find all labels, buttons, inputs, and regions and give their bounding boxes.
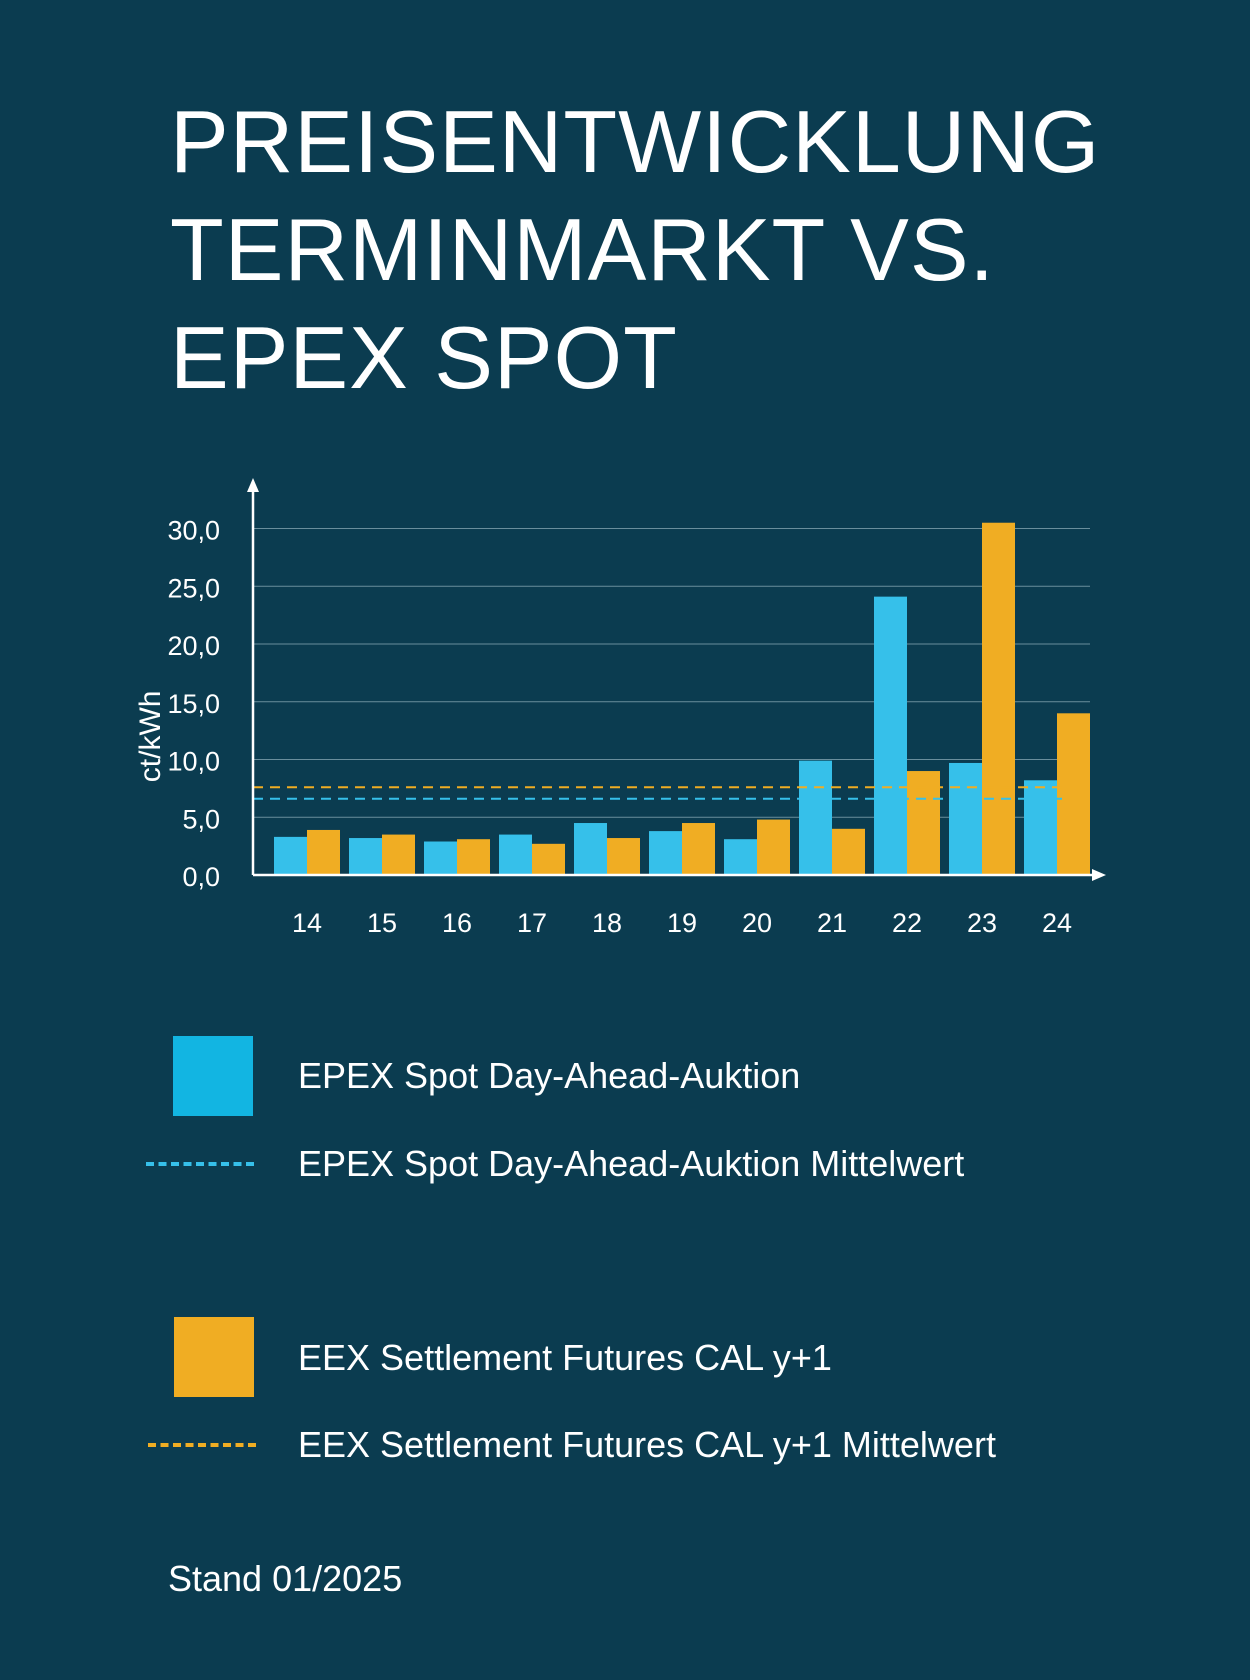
bar-eex-20 xyxy=(757,819,790,875)
title-line-1: PREISENTWICKLUNG xyxy=(170,92,1101,191)
x-tick-label: 23 xyxy=(967,908,997,938)
legend-swatch-eex xyxy=(174,1317,254,1397)
x-tick-label: 14 xyxy=(292,908,322,938)
bar-eex-16 xyxy=(457,839,490,875)
x-tick-label: 21 xyxy=(817,908,847,938)
bar-spot-24 xyxy=(1024,780,1057,875)
bar-spot-22 xyxy=(874,596,907,875)
footer-date: Stand 01/2025 xyxy=(168,1558,403,1599)
x-tick-label: 22 xyxy=(892,908,922,938)
bar-eex-18 xyxy=(607,838,640,875)
bar-spot-17 xyxy=(499,834,532,875)
legend-label-spot-mean: EPEX Spot Day-Ahead-Auktion Mittelwert xyxy=(298,1143,965,1184)
bar-spot-19 xyxy=(649,831,682,875)
y-tick-label: 25,0 xyxy=(167,573,220,603)
y-axis-label: ct/kWh xyxy=(134,691,167,783)
bar-eex-21 xyxy=(832,828,865,875)
bar-eex-15 xyxy=(382,834,415,875)
legend-swatch-spot-mean xyxy=(146,1162,254,1166)
bar-spot-23 xyxy=(949,762,982,875)
bar-eex-24 xyxy=(1057,713,1090,875)
y-tick-label: 20,0 xyxy=(167,631,220,661)
x-tick-label: 17 xyxy=(517,908,547,938)
bar-eex-17 xyxy=(532,843,565,875)
bar-eex-23 xyxy=(982,522,1015,875)
bar-eex-19 xyxy=(682,823,715,875)
y-tick-label: 30,0 xyxy=(167,516,220,546)
title-line-2: TERMINMARKT VS. xyxy=(170,200,996,299)
bar-chart: 0,0 5,0 10,0 15,0 20,0 25,0 30,0 ct/kWh 14 15 16 17… xyxy=(134,478,1106,938)
x-tick-label: 19 xyxy=(667,908,697,938)
x-axis-arrow xyxy=(1092,869,1106,881)
legend-label-eex: EEX Settlement Futures CAL y+1 xyxy=(298,1337,832,1378)
y-tick-label: 10,0 xyxy=(167,747,220,777)
title-line-3: EPEX SPOT xyxy=(170,308,678,407)
bar-spot-16 xyxy=(424,841,457,875)
bar-spot-14 xyxy=(274,836,307,875)
y-axis-arrow xyxy=(247,478,259,492)
x-tick-label: 16 xyxy=(442,908,472,938)
x-tick-label: 20 xyxy=(742,908,772,938)
legend-swatch-spot xyxy=(173,1036,253,1116)
bar-spot-21 xyxy=(799,760,832,875)
x-tick-label: 18 xyxy=(592,908,622,938)
x-tick-label: 15 xyxy=(367,908,397,938)
page-title: PREISENTWICKLUNG TERMINMARKT VS. EPEX SP… xyxy=(170,88,1210,412)
bar-eex-14 xyxy=(307,829,340,875)
x-tick-label: 24 xyxy=(1042,908,1072,938)
y-tick-label: 0,0 xyxy=(182,862,220,892)
y-tick-label: 15,0 xyxy=(167,689,220,719)
bar-spot-15 xyxy=(349,838,382,875)
bar-spot-20 xyxy=(724,839,757,875)
legend-label-eex-mean: EEX Settlement Futures CAL y+1 Mittelwer… xyxy=(298,1424,996,1465)
bar-eex-22 xyxy=(907,771,940,875)
y-tick-label: 5,0 xyxy=(182,804,220,834)
legend-swatch-eex-mean xyxy=(148,1443,256,1447)
bar-spot-18 xyxy=(574,823,607,875)
legend-label-spot: EPEX Spot Day-Ahead-Auktion xyxy=(298,1055,801,1096)
